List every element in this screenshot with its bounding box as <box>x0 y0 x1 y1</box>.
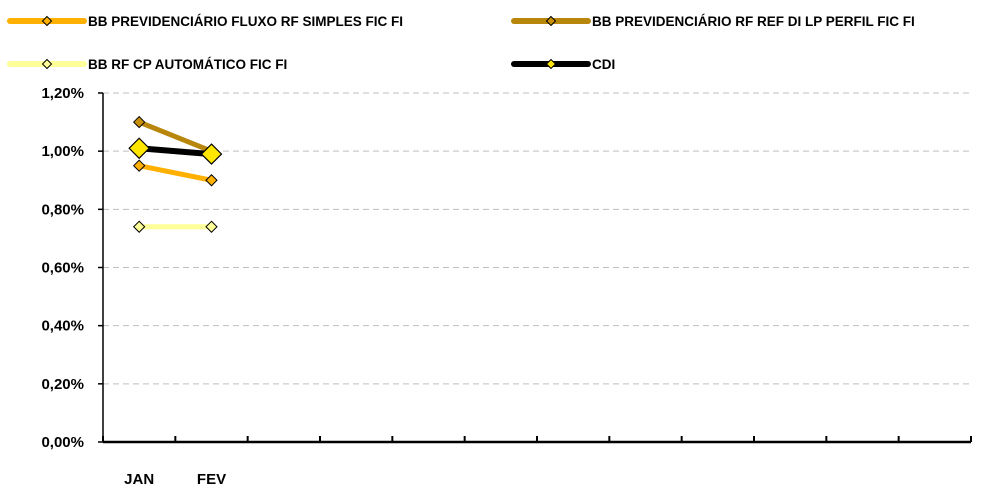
legend-marker <box>41 15 53 27</box>
y-tick-label: 1,20% <box>41 85 84 102</box>
legend: BB PREVIDENCIÁRIO FLUXO RF SIMPLES FIC F… <box>7 14 915 72</box>
y-tick-label: 0,80% <box>41 201 84 218</box>
legend-item: BB PREVIDENCIÁRIO RF REF DI LP PERFIL FI… <box>511 14 915 29</box>
legend-label: BB PREVIDENCIÁRIO FLUXO RF SIMPLES FIC F… <box>88 14 403 29</box>
x-tick-label: JAN <box>124 471 154 488</box>
series-line <box>138 163 212 183</box>
data-point <box>132 159 146 172</box>
legend-marker <box>545 58 557 70</box>
series-3 <box>132 220 218 233</box>
legend-label: BB RF CP AUTOMÁTICO FIC FI <box>88 57 287 72</box>
legend-label: BB PREVIDENCIÁRIO RF REF DI LP PERFIL FI… <box>592 14 915 29</box>
series-line <box>138 145 212 158</box>
gridlines <box>103 92 971 385</box>
data-point <box>132 115 146 129</box>
series-1 <box>132 159 218 187</box>
legend-item: CDI <box>511 57 615 72</box>
axes: 0,00% 0,20% 0,40% 0,60% 0,80% 1,00% 1,20% JAN FE… <box>41 85 972 488</box>
data-point <box>205 220 218 233</box>
data-point <box>205 174 218 187</box>
data-point <box>200 143 223 165</box>
y-tick-label: 0,40% <box>41 318 84 335</box>
y-tick-label: 1,00% <box>41 143 84 160</box>
legend-marker <box>41 58 53 70</box>
data-point <box>132 220 146 233</box>
series-line <box>138 119 213 154</box>
series-4 <box>128 137 223 165</box>
legend-marker <box>545 15 557 27</box>
legend-item: BB RF CP AUTOMÁTICO FIC FI <box>7 57 287 72</box>
y-tick-label: 0,00% <box>41 434 84 451</box>
series-group <box>128 115 223 233</box>
y-tick-label: 0,20% <box>41 376 84 393</box>
legend-label: CDI <box>592 57 615 72</box>
legend-item: BB PREVIDENCIÁRIO FLUXO RF SIMPLES FIC F… <box>7 14 403 29</box>
x-tick-label: FEV <box>197 471 226 488</box>
y-tick-label: 0,60% <box>41 260 84 277</box>
data-point <box>128 137 151 160</box>
